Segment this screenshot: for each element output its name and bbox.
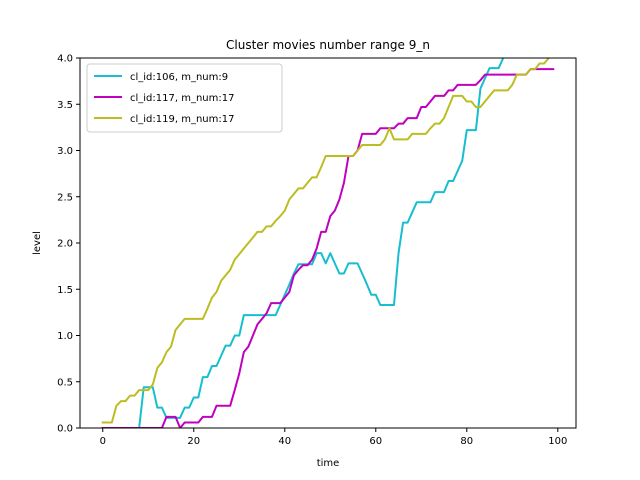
legend: cl_id:106, m_num:9 cl_id:117, m_num:17 cl_… [86, 63, 283, 133]
legend-label-0: cl_id:106, m_num:9 [130, 72, 228, 83]
y-tick-label: 2.5 [57, 192, 73, 203]
y-tick-label: 4.0 [57, 54, 73, 65]
y-tick-label: 2.0 [57, 239, 73, 250]
y-tick-label: 3.5 [57, 100, 73, 111]
y-axis-label: level [32, 231, 43, 255]
chart-title: Cluster movies number range 9_n [226, 38, 430, 52]
y-tick-label: 0.5 [57, 377, 73, 388]
x-tick-label: 20 [187, 436, 200, 447]
y-tick-label: 1.0 [57, 331, 73, 342]
x-axis-ticks: 0 20 40 60 80 100 [100, 428, 567, 447]
series-line-0 [101, 58, 505, 428]
series-line-2 [101, 58, 550, 424]
y-tick-label: 1.5 [57, 285, 73, 296]
legend-label-1: cl_id:117, m_num:17 [130, 93, 234, 104]
x-tick-label: 60 [369, 436, 382, 447]
legend-box [86, 63, 283, 133]
x-tick-label: 100 [548, 436, 567, 447]
y-axis-ticks: 0.0 0.5 1.0 1.5 2.0 2.5 3.0 3.5 4.0 [57, 54, 80, 435]
x-tick-label: 80 [460, 436, 473, 447]
x-tick-label: 40 [278, 436, 291, 447]
legend-label-2: cl_id:119, m_num:17 [130, 114, 234, 125]
series-layer [101, 58, 555, 428]
y-tick-label: 3.0 [57, 146, 73, 157]
y-tick-label: 0.0 [57, 424, 73, 435]
x-axis-label: time [317, 458, 340, 469]
x-tick-label: 0 [100, 436, 106, 447]
